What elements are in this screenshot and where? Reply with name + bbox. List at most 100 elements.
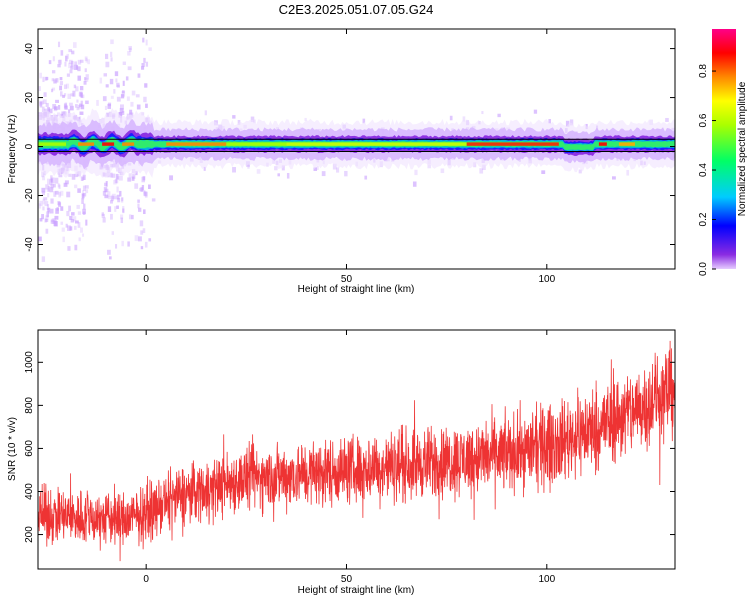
spectrogram-speckle bbox=[548, 119, 552, 124]
spectrogram-speckle bbox=[67, 225, 71, 231]
spectrogram-speckle bbox=[56, 112, 61, 117]
spectrogram-speckle bbox=[43, 92, 47, 97]
spectrogram-speckle bbox=[50, 178, 53, 183]
colorbar-gradient bbox=[712, 29, 736, 269]
spectrogram-speckle bbox=[73, 84, 77, 89]
snr-line bbox=[38, 340, 675, 562]
spectrogram-speckle bbox=[116, 176, 120, 180]
spectrogram-speckle bbox=[47, 193, 50, 198]
spectrogram-speckle bbox=[81, 193, 85, 199]
spectrogram-speckle bbox=[50, 177, 55, 184]
spectrogram-speckle bbox=[117, 198, 121, 203]
spectrogram-frame bbox=[37, 28, 676, 270]
spectrogram-peak bbox=[618, 142, 635, 146]
spectrogram-speckle bbox=[39, 218, 43, 222]
spectrogram-speckle bbox=[68, 49, 73, 53]
spectrogram-speckle bbox=[541, 170, 546, 174]
spectrogram-axes: 0 50 100 40 20 0 -20 -40 bbox=[24, 29, 675, 285]
spectrogram-speckle bbox=[51, 88, 54, 93]
spectrogram-speckle bbox=[61, 227, 65, 232]
spectrogram-peak bbox=[102, 142, 115, 146]
spectrogram-speckle bbox=[104, 194, 109, 199]
spectrogram-speckle bbox=[115, 78, 118, 83]
spectrogram-speckle bbox=[107, 195, 111, 200]
spectrogram-speckle bbox=[84, 78, 89, 82]
spectrogram-speckle bbox=[316, 165, 319, 170]
spectrogram-speckle bbox=[121, 197, 124, 201]
spectrogram-speckle bbox=[274, 166, 278, 171]
spectrogram-speckle bbox=[71, 173, 76, 180]
spectrogram-speckle bbox=[141, 62, 145, 68]
spectrogram-speckle bbox=[110, 95, 114, 99]
spectrogram-speckle bbox=[80, 176, 84, 181]
spectrogram-speckle bbox=[143, 191, 147, 197]
spectrogram-speckle bbox=[54, 215, 59, 220]
spectrogram-speckle bbox=[144, 83, 148, 88]
spectrogram-speckle bbox=[145, 61, 149, 67]
spectrogram-speckle bbox=[116, 186, 119, 193]
spectrogram-xtick-label: 50 bbox=[341, 274, 353, 285]
spectrogram-speckle bbox=[82, 233, 85, 237]
spectrogram-speckle bbox=[76, 204, 80, 209]
spectrogram-ytick-label: 20 bbox=[24, 92, 35, 104]
spectrogram-speckle bbox=[70, 65, 74, 70]
spectrogram-speckle bbox=[70, 218, 75, 223]
snr-frame bbox=[37, 329, 676, 570]
spectrogram-speckle bbox=[111, 231, 114, 235]
spectrogram-speckle bbox=[336, 167, 340, 173]
spectrogram-xtick-label: 0 bbox=[143, 274, 149, 285]
spectrogram-speckle bbox=[137, 203, 140, 209]
spectrogram-speckle bbox=[70, 93, 74, 97]
spectrogram-speckle bbox=[142, 176, 146, 181]
spectrogram-speckle bbox=[135, 171, 138, 176]
spectrogram-ytick-label: 40 bbox=[24, 43, 35, 55]
spectrogram-speckle bbox=[136, 104, 141, 110]
spectrogram-speckle bbox=[78, 103, 83, 108]
spectrogram-speckle bbox=[462, 116, 466, 122]
spectrogram-speckle bbox=[122, 61, 126, 66]
spectrogram-speckle bbox=[102, 96, 107, 102]
spectrogram-speckle bbox=[127, 241, 130, 247]
spectrogram-speckle bbox=[142, 228, 146, 234]
spectrogram-speckle bbox=[116, 84, 120, 88]
spectrogram-speckle bbox=[107, 206, 112, 212]
spectrogram-speckle bbox=[143, 209, 146, 215]
spectrogram-speckle bbox=[55, 99, 59, 103]
spectrogram-speckle bbox=[67, 93, 72, 99]
spectrogram-speckle bbox=[80, 100, 83, 106]
spectrogram-speckle bbox=[50, 198, 54, 204]
spectrogram-ylabel: Frequency (Hz) bbox=[7, 115, 18, 184]
spectrogram-speckle bbox=[52, 218, 56, 225]
spectrogram-speckle bbox=[119, 108, 124, 113]
spectrogram-speckle bbox=[82, 190, 85, 196]
spectrogram-speckle bbox=[47, 185, 50, 192]
spectrogram-speckle bbox=[46, 211, 49, 218]
spectrogram-speckle bbox=[57, 201, 61, 206]
spectrogram-speckle bbox=[45, 184, 49, 190]
spectrogram-speckle bbox=[41, 214, 45, 220]
spectrogram-speckle bbox=[84, 76, 87, 81]
snr-ytick-label: 400 bbox=[24, 483, 35, 500]
spectrogram-speckle bbox=[64, 61, 67, 67]
spectrogram-speckle bbox=[127, 66, 132, 71]
spectrogram-speckle bbox=[114, 178, 118, 184]
colorbar: 0.0 0.2 0.4 0.6 0.8 Normalized spectral ampl… bbox=[698, 29, 748, 276]
spectrogram-speckle bbox=[113, 89, 116, 94]
spectrogram-speckle bbox=[65, 83, 70, 89]
spectrogram-speckle bbox=[321, 171, 326, 177]
spectrogram-speckle bbox=[142, 37, 145, 43]
spectrogram-panel: 0 50 100 40 20 0 -20 -40 Height of straight lin… bbox=[7, 28, 676, 295]
spectrogram-speckle bbox=[80, 92, 83, 98]
spectrogram-speckle bbox=[45, 102, 49, 108]
spectrogram-speckle bbox=[53, 191, 57, 197]
spectrogram-speckle bbox=[148, 47, 152, 51]
spectrogram-speckle bbox=[79, 86, 84, 91]
spectrogram-speckle bbox=[140, 230, 144, 235]
spectrogram-speckle bbox=[51, 78, 55, 82]
spectrogram-speckle bbox=[138, 207, 142, 212]
spectrogram-speckle bbox=[578, 169, 582, 174]
spectrogram-speckle bbox=[481, 111, 484, 115]
spectrogram-speckle bbox=[49, 179, 53, 186]
spectrogram-speckle bbox=[41, 256, 46, 262]
spectrogram-speckle bbox=[44, 201, 49, 207]
